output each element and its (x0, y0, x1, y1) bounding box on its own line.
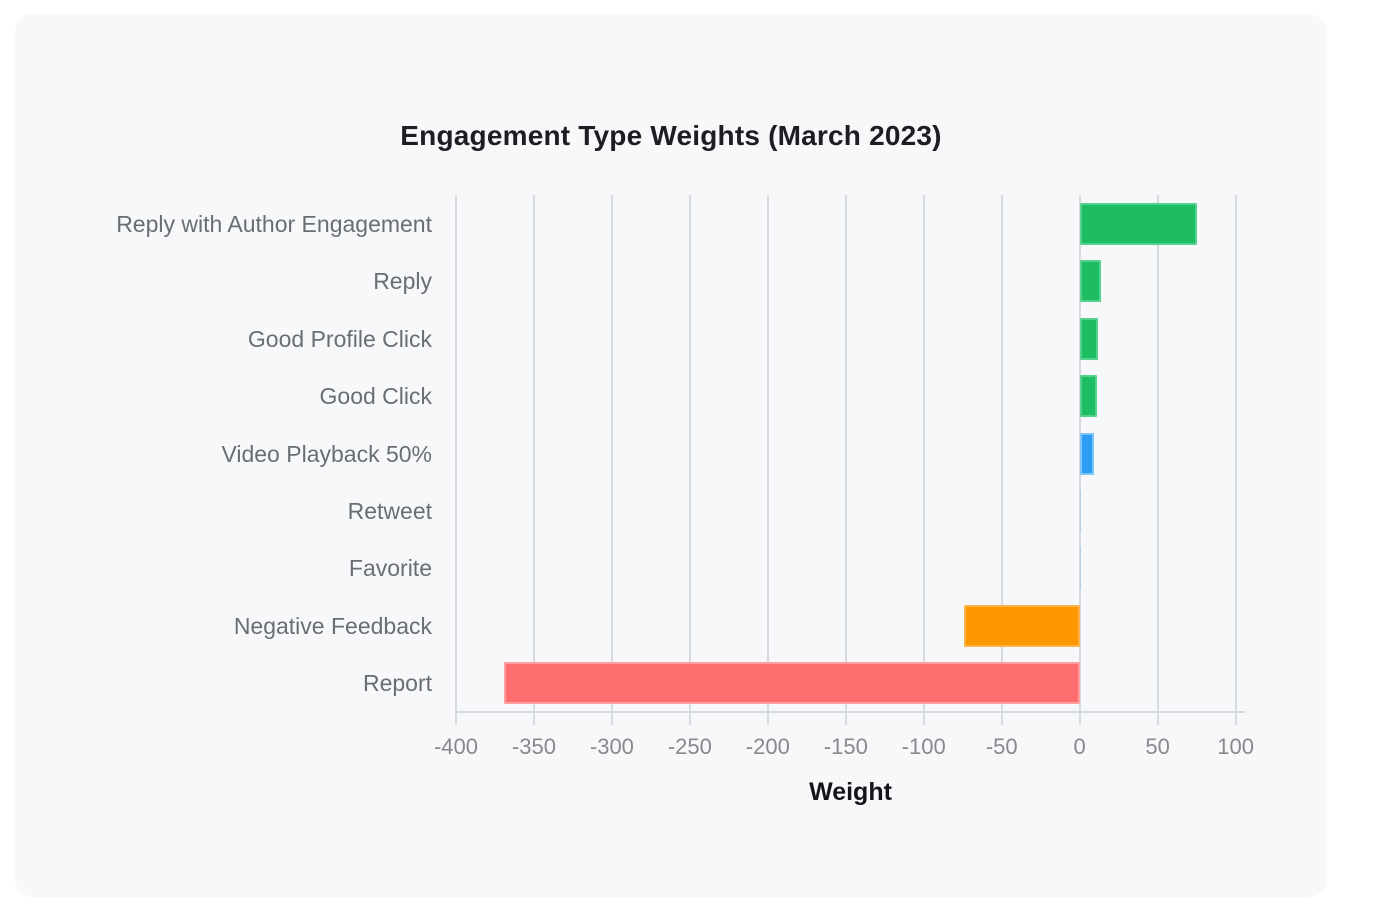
bar-video-playback-50 (1079, 432, 1094, 475)
x-axis-line (456, 711, 1245, 713)
x-tick-label: 100 (1217, 734, 1254, 759)
x-axis-tick-labels: -400 -350 -300 -250 -200 -150 -100 -50 0 50 100 (434, 734, 1254, 760)
gridline-100 (1234, 195, 1237, 725)
gridline--100 (922, 195, 925, 725)
category-label-reply-with-author-engagement: Reply with Author Engagement (116, 210, 432, 237)
gridline-50 (1156, 195, 1159, 725)
gridline--150 (844, 195, 847, 725)
bar-favorite (1079, 547, 1081, 590)
bar-report (504, 662, 1080, 705)
x-tick-label: -200 (745, 734, 790, 759)
gridline--300 (610, 195, 613, 725)
x-tick-label: -50 (985, 734, 1018, 759)
bar-negative-feedback (964, 604, 1080, 647)
category-label-report: Report (362, 670, 432, 697)
x-axis-title: Weight (809, 778, 892, 806)
category-label-reply: Reply (373, 268, 432, 295)
x-tick-label: -100 (901, 734, 946, 759)
gridline--250 (688, 195, 691, 725)
x-tick-label: -400 (433, 734, 479, 759)
category-label-good-click: Good Click (319, 383, 432, 410)
category-label-favorite: Favorite (348, 555, 432, 582)
gridline--400 (455, 195, 457, 725)
y-axis-category-labels: Reply with Author Engagement Reply Good Pr… (70, 195, 432, 712)
bar-good-profile-click (1079, 317, 1099, 360)
chart-card: Engagement Type Weights (March 2023) Rep… (15, 14, 1327, 897)
x-tick-label: -300 (589, 734, 634, 759)
x-tick-label: 0 (1073, 734, 1086, 759)
category-label-retweet: Retweet (347, 497, 432, 524)
category-label-negative-feedback: Negative Feedback (233, 612, 432, 639)
gridline--350 (532, 195, 535, 725)
gridline--50 (1000, 195, 1003, 725)
x-tick-label: 50 (1145, 734, 1170, 759)
category-label-video-playback-50: Video Playback 50% (221, 440, 432, 467)
x-tick-label: -150 (823, 734, 868, 759)
bar-reply-with-author-engagement (1079, 202, 1197, 245)
category-label-good-profile-click: Good Profile Click (247, 325, 432, 352)
bar-retweet (1079, 489, 1082, 532)
bar-reply (1079, 260, 1101, 303)
bar-good-click (1079, 375, 1097, 418)
plot-area (455, 195, 1245, 725)
x-tick-label: -250 (667, 734, 712, 759)
x-tick-label: -350 (511, 734, 556, 759)
gridline--200 (766, 195, 769, 725)
chart-title: Engagement Type Weights (March 2023) (400, 120, 942, 151)
